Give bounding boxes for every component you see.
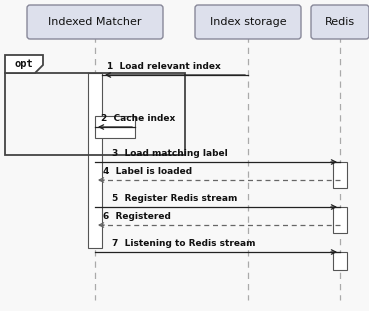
Text: opt: opt xyxy=(15,59,33,69)
Text: Indexed Matcher: Indexed Matcher xyxy=(48,17,142,27)
Text: 3  Load matching label: 3 Load matching label xyxy=(112,149,228,158)
FancyBboxPatch shape xyxy=(311,5,369,39)
Bar xyxy=(5,73,185,155)
Text: 1  Load relevant index: 1 Load relevant index xyxy=(107,62,221,71)
Text: 6  Registered: 6 Registered xyxy=(103,212,171,221)
Text: 7  Listening to Redis stream: 7 Listening to Redis stream xyxy=(112,239,256,248)
Bar xyxy=(95,116,135,138)
Text: 5  Register Redis stream: 5 Register Redis stream xyxy=(112,194,238,203)
Bar xyxy=(333,162,347,188)
FancyBboxPatch shape xyxy=(195,5,301,39)
Text: Redis: Redis xyxy=(325,17,355,27)
Bar xyxy=(333,207,347,233)
Text: 4  Label is loaded: 4 Label is loaded xyxy=(103,167,192,176)
FancyBboxPatch shape xyxy=(27,5,163,39)
Text: 2  Cache index: 2 Cache index xyxy=(101,114,175,123)
Polygon shape xyxy=(5,55,43,73)
Bar xyxy=(88,73,102,248)
Text: Index storage: Index storage xyxy=(210,17,286,27)
Bar xyxy=(333,252,347,270)
